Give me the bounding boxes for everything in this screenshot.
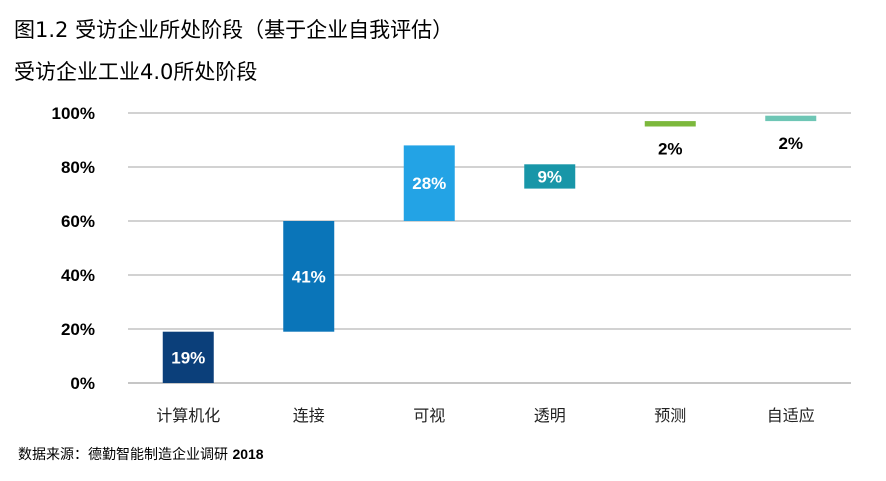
source-note: 数据来源：德勤智能制造企业调研 2018 [18,444,264,464]
x-tick-label: 预测 [654,406,686,425]
bar-6 [765,115,817,122]
x-tick-label: 连接 [293,406,325,425]
y-tick-label: 80% [61,158,95,177]
y-tick-label: 60% [61,212,95,231]
bar-2 [283,221,335,332]
x-tick-label: 可视 [413,406,445,425]
bar-4 [524,164,576,189]
chart-title: 图1.2 受访企业所处阶段（基于企业自我评估） [14,18,454,42]
x-tick-label: 自适应 [767,406,815,425]
chart-subtitle: 受访企业工业4.0所处阶段 [14,60,258,84]
data-label: 19% [171,348,205,367]
y-tick-label: 40% [61,266,95,285]
bar-3 [403,145,455,221]
data-label: 9% [537,167,562,186]
source-text: 数据来源：德勤智能制造企业调研 [18,447,228,463]
y-tick-label: 0% [70,374,95,393]
bar-1 [162,331,214,383]
data-label: 41% [292,267,326,286]
x-tick-label: 透明 [534,406,566,425]
y-tick-label: 20% [61,320,95,339]
data-label: 28% [412,174,446,193]
data-label: 2% [658,140,683,159]
source-year: 2018 [232,446,264,462]
data-label: 2% [778,134,803,153]
y-tick-label: 100% [52,104,95,123]
bar-5 [644,121,696,127]
x-tick-label: 计算机化 [156,406,220,425]
